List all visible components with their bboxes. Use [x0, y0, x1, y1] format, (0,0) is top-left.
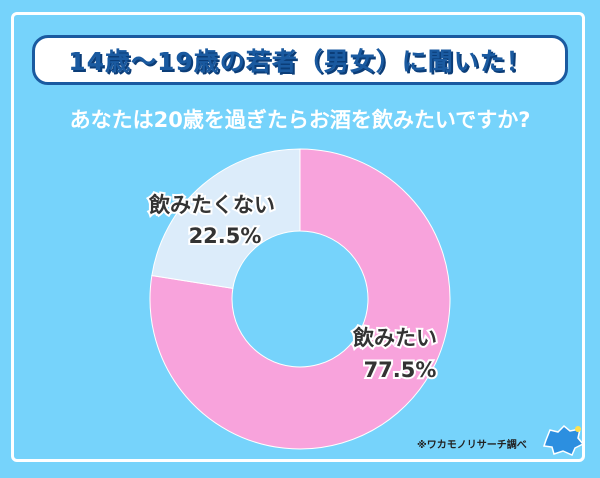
chart-title: あなたは20歳を過ぎたらお酒を飲みたいですか? [69, 108, 531, 132]
donut-slice-0 [149, 148, 451, 450]
slice-label-yes: 飲みたい [352, 326, 437, 350]
wakamono-research-logo [542, 424, 584, 456]
frame [11, 12, 585, 462]
slice-value-yes: 77.5% [364, 358, 437, 382]
slice-label-no: 飲みたくない [148, 193, 275, 217]
slice-value-no: 22.5% [189, 224, 262, 248]
source-note: ※ワカモノリサーチ調べ [417, 440, 527, 451]
chart-heading: 14歳～19歳の若者（男女）に聞いた！ [68, 47, 532, 76]
title-box: 14歳～19歳の若者（男女）に聞いた！ [32, 35, 568, 85]
donut-slice-1 [151, 148, 301, 289]
